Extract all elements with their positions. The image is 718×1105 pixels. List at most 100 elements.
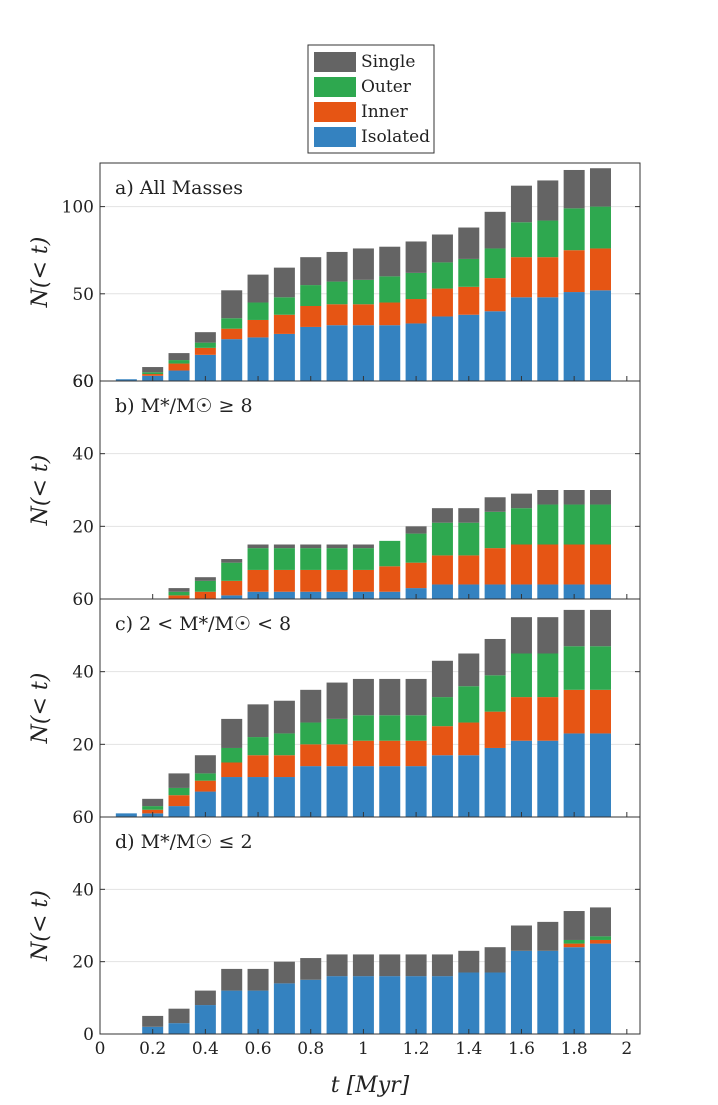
bar-outer [563,504,585,545]
bar-inner [589,689,611,734]
bar-single [537,180,559,221]
bar-inner [458,286,480,315]
bar-single [247,544,269,549]
bar-single [484,497,506,512]
bar-outer [458,686,480,723]
bar-outer [168,787,190,796]
bar-isolated [484,972,506,1034]
bar-inner [405,299,427,324]
bar-inner [273,755,295,778]
bar-isolated [168,806,190,817]
bar-outer [247,548,269,570]
bar-outer [273,733,295,756]
bar-single [142,798,164,807]
bar-single [326,954,348,977]
bar-single [221,968,243,991]
bar-isolated [405,323,427,381]
bar-single [168,773,190,788]
bar-inner [484,711,506,748]
bar-single [405,526,427,534]
bar-isolated [194,354,216,381]
bar-outer [484,675,506,712]
bar-outer [300,285,322,307]
bar-isolated [405,588,427,599]
bar-inner [352,740,374,767]
bar-isolated [168,370,190,381]
bar-single [563,169,585,209]
bar-outer [273,548,295,570]
y-tick-label: 60 [72,590,94,610]
bar-single [458,653,480,687]
bar-isolated [379,591,401,599]
bars [168,490,611,599]
x-tick-label: 1.8 [561,1039,588,1059]
bar-isolated [563,947,585,1034]
bar-outer [589,646,611,690]
bar-inner [484,548,506,585]
bar-inner [273,569,295,592]
bar-isolated [273,591,295,599]
y-tick-label: 60 [72,372,94,392]
legend-label-inner: Inner [361,102,409,122]
bar-isolated [458,314,480,381]
bar-inner [537,257,559,298]
bar-outer [352,715,374,741]
bar-single [142,1015,164,1027]
bar-inner [194,780,216,792]
x-tick-label: 0.4 [192,1039,219,1059]
bar-outer [405,272,427,300]
bars [115,609,611,817]
bar-inner [379,740,401,767]
bar-isolated [273,983,295,1034]
x-tick-label: 0.2 [139,1039,166,1059]
bar-inner [563,943,585,948]
bar-inner [589,248,611,291]
bar-isolated [326,766,348,817]
bar-single [589,168,611,207]
bar-isolated [115,813,137,817]
bar-single [431,660,453,698]
bar-single [431,234,453,263]
bar-outer [510,508,532,545]
bar-single [510,617,532,654]
bar-inner [300,569,322,592]
bar-outer [221,562,243,581]
bar-inner [510,697,532,741]
bar-inner [221,762,243,778]
bar-isolated [405,766,427,817]
bar-inner [484,278,506,312]
bars [142,907,611,1034]
bar-single [194,755,216,774]
bar-isolated [300,766,322,817]
bar-inner [326,744,348,767]
bar-isolated [431,584,453,599]
x-tick-label: 1.4 [455,1039,482,1059]
bar-outer [194,342,216,348]
bar-isolated [510,584,532,599]
legend-label-single: Single [361,52,415,72]
bar-isolated [537,740,559,817]
bar-isolated [352,976,374,1034]
x-tick-label: 1.2 [403,1039,430,1059]
bar-outer [326,718,348,745]
bar-single [300,257,322,286]
bar-isolated [458,584,480,599]
bar-isolated [273,333,295,381]
x-tick-label: 0 [95,1039,106,1059]
bar-outer [510,653,532,698]
bar-isolated [194,1005,216,1034]
legend-label-outer: Outer [361,77,412,97]
bar-isolated [458,972,480,1034]
grid-lines [100,888,640,963]
bar-single [352,954,374,977]
bar-single [247,704,269,738]
bars [115,168,611,381]
bar-outer [273,297,295,315]
bar-isolated [589,733,611,817]
bar-single [563,609,585,647]
bar-isolated [537,950,559,1034]
legend-label-isolated: Isolated [361,127,430,147]
bar-inner [405,740,427,767]
bar-outer [379,715,401,741]
bar-outer [300,722,322,745]
